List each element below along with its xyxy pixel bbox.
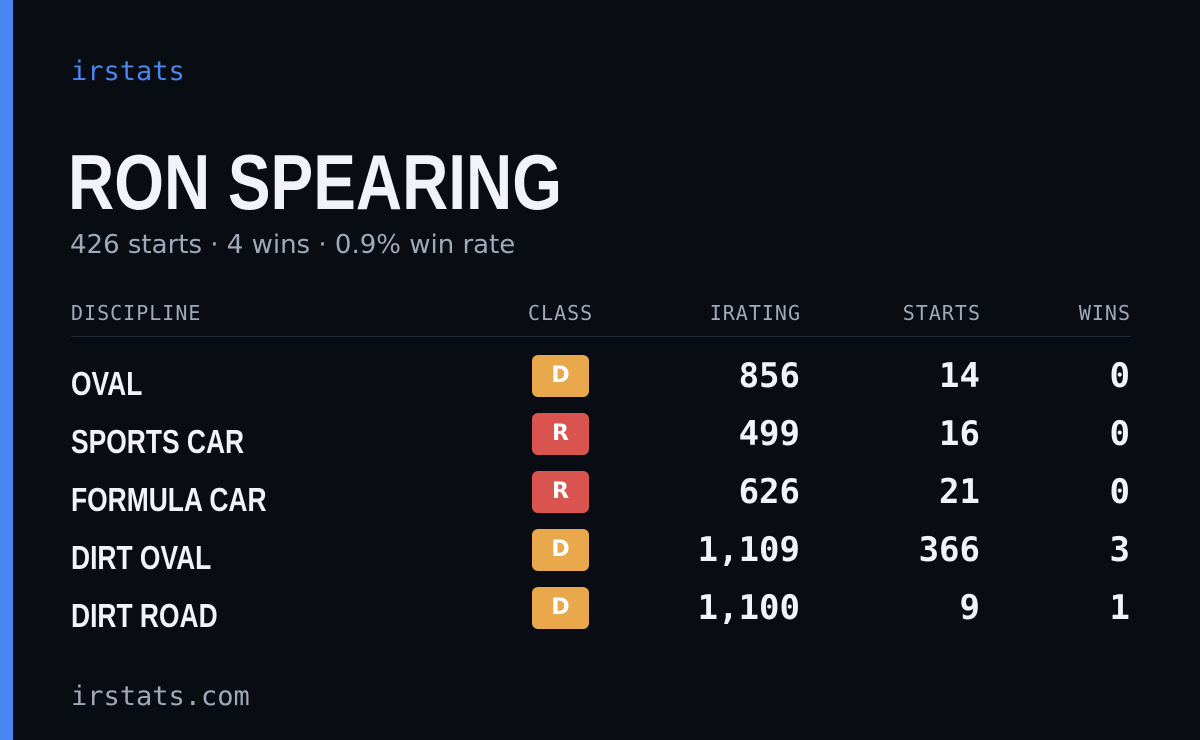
- irating-value: 1,100: [697, 588, 800, 628]
- player-summary: 426 starts · 4 wins · 0.9% win rate: [70, 230, 516, 260]
- irating-value: 626: [738, 472, 800, 512]
- header-starts: STARTS: [902, 301, 981, 325]
- starts-value: 9: [959, 588, 980, 628]
- starts-value: 366: [918, 530, 980, 570]
- discipline-name: SPORTS CAR: [71, 423, 245, 460]
- discipline-name: DIRT ROAD: [71, 597, 218, 634]
- header-discipline: DISCIPLINE: [71, 301, 202, 325]
- stats-table: DISCIPLINE CLASS IRATING STARTS WINS OVA…: [71, 296, 1131, 643]
- starts-value: 16: [939, 414, 980, 454]
- irating-value: 499: [738, 414, 800, 454]
- class-badge: R: [532, 413, 589, 455]
- discipline-name: DIRT OVAL: [71, 539, 212, 576]
- irating-value: 1,109: [697, 530, 800, 570]
- starts-value: 21: [939, 472, 980, 512]
- header-wins: WINS: [1078, 301, 1131, 325]
- table-row: DIRT OVAL D 1,109 366 3: [71, 527, 1131, 585]
- wins-value: 0: [1109, 356, 1130, 396]
- wins-value: 0: [1109, 414, 1130, 454]
- class-badge: D: [532, 355, 589, 397]
- class-badge: D: [532, 587, 589, 629]
- discipline-name: FORMULA CAR: [71, 481, 267, 518]
- wins-value: 0: [1109, 472, 1130, 512]
- starts-value: 14: [939, 356, 980, 396]
- accent-bar: [0, 0, 13, 740]
- table-body: OVAL D 856 14 0 SPORTS CAR R 499 16 0 FO…: [71, 337, 1131, 643]
- class-badge: D: [532, 529, 589, 571]
- irating-value: 856: [738, 356, 800, 396]
- player-name: RON SPEARING: [68, 138, 562, 226]
- table-row: DIRT ROAD D 1,100 9 1: [71, 585, 1131, 643]
- table-row: FORMULA CAR R 626 21 0: [71, 469, 1131, 527]
- class-badge: R: [532, 471, 589, 513]
- table-row: SPORTS CAR R 499 16 0: [71, 411, 1131, 469]
- table-header: DISCIPLINE CLASS IRATING STARTS WINS: [71, 296, 1131, 337]
- wins-value: 1: [1109, 588, 1130, 628]
- header-irating: IRATING: [709, 301, 801, 325]
- table-row: OVAL D 856 14 0: [71, 353, 1131, 411]
- footer-url: irstats.com: [71, 681, 250, 712]
- header-class: CLASS: [528, 301, 594, 325]
- discipline-name: OVAL: [71, 365, 143, 402]
- wins-value: 3: [1109, 530, 1130, 570]
- brand-name: irstats: [71, 56, 185, 87]
